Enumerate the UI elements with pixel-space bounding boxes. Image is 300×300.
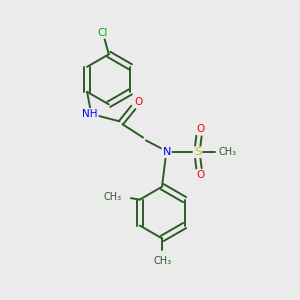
Text: CH₃: CH₃	[104, 192, 122, 202]
Text: O: O	[134, 97, 143, 107]
Text: O: O	[196, 124, 205, 134]
Text: S: S	[194, 147, 201, 157]
Text: N: N	[162, 147, 171, 157]
Text: O: O	[196, 170, 205, 180]
Text: CH₃: CH₃	[153, 256, 171, 266]
Text: Cl: Cl	[98, 28, 108, 38]
Text: CH₃: CH₃	[218, 147, 236, 157]
Text: NH: NH	[82, 109, 98, 119]
